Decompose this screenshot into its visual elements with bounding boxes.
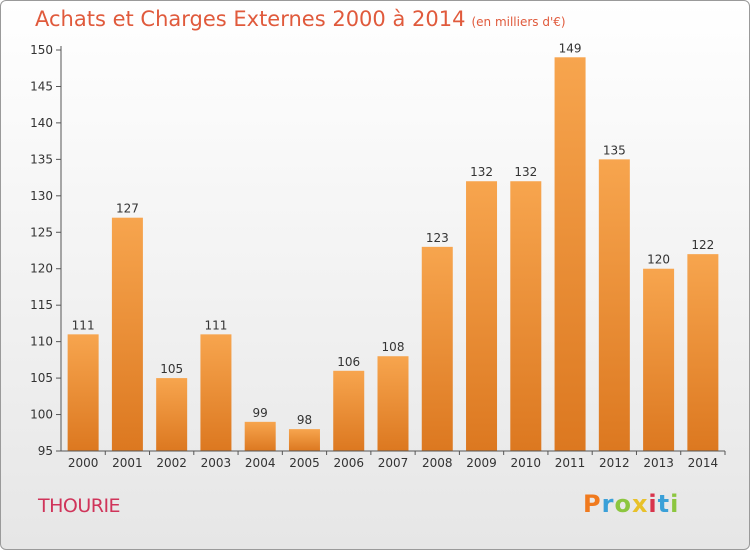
- bar-value-label: 98: [297, 413, 312, 427]
- y-tick-label: 150: [30, 43, 53, 57]
- bar-2012: [598, 159, 630, 451]
- bar-labels: 111 127 105 111 99 98 106 108 123 132 132 149 135 120…: [72, 41, 715, 427]
- bar-2007: [377, 356, 409, 451]
- bar-value-label: 127: [116, 202, 139, 216]
- bar-2011: [554, 57, 586, 452]
- bar-2004: [244, 421, 276, 451]
- y-tick-label: 110: [30, 335, 53, 349]
- y-axis: 95 100 105 110 115 120 125 130 135 140 145 150: [30, 43, 62, 458]
- x-tick-label: 2004: [245, 456, 276, 470]
- y-tick-label: 95: [38, 444, 53, 458]
- commune-name: THOURIE: [38, 495, 121, 517]
- bar-2003: [200, 334, 232, 451]
- x-tick-label: 2012: [599, 456, 630, 470]
- bar-value-label: 132: [470, 165, 493, 179]
- y-tick-label: 100: [30, 408, 53, 422]
- bar-value-label: 111: [204, 318, 227, 332]
- y-tick-label: 140: [30, 116, 53, 130]
- bar-value-label: 122: [691, 238, 714, 252]
- y-tick-label: 115: [30, 298, 53, 312]
- proxiti-logo: Proxiti: [583, 490, 680, 518]
- x-tick-label: 2006: [333, 456, 364, 470]
- x-tick-label: 2008: [422, 456, 453, 470]
- bar-2002: [156, 378, 188, 451]
- y-tick-label: 135: [30, 152, 53, 166]
- bar-2000: [67, 334, 99, 451]
- bar-2001: [111, 217, 143, 451]
- bar-value-label: 106: [337, 355, 360, 369]
- bar-2008: [421, 246, 453, 451]
- x-tick-label: 2002: [156, 456, 187, 470]
- chart-subtitle: (en milliers d'€): [471, 15, 566, 29]
- bar-value-label: 120: [647, 253, 670, 267]
- bar-value-label: 132: [514, 165, 537, 179]
- bars: [67, 57, 719, 452]
- chart-title-text: Achats et Charges Externes 2000 à 2014: [35, 7, 466, 31]
- bar-value-label: 135: [603, 143, 626, 157]
- bar-value-label: 123: [426, 231, 449, 245]
- y-tick-label: 120: [30, 262, 53, 276]
- x-tick-label: 2003: [201, 456, 232, 470]
- y-tick-label: 125: [30, 225, 53, 239]
- x-tick-label: 2011: [555, 456, 586, 470]
- x-tick-label: 2013: [643, 456, 674, 470]
- bar-value-label: 108: [382, 340, 405, 354]
- chart-title: Achats et Charges Externes 2000 à 2014 (e…: [35, 7, 566, 31]
- x-tick-label: 2001: [112, 456, 143, 470]
- bar-value-label: 111: [72, 318, 95, 332]
- x-tick-label: 2000: [68, 456, 99, 470]
- y-tick-label: 145: [30, 79, 53, 93]
- bar-2014: [687, 254, 719, 451]
- bar-2005: [288, 429, 320, 451]
- bar-value-label: 149: [559, 41, 582, 55]
- x-tick-label: 2005: [289, 456, 320, 470]
- x-tick-label: 2009: [466, 456, 497, 470]
- bar-value-label: 105: [160, 362, 183, 376]
- bar-2010: [510, 181, 542, 451]
- y-tick-label: 105: [30, 371, 53, 385]
- x-tick-label: 2014: [688, 456, 719, 470]
- y-tick-label: 130: [30, 189, 53, 203]
- bar-value-label: 99: [253, 406, 268, 420]
- x-tick-label: 2010: [511, 456, 542, 470]
- bar-2013: [643, 268, 675, 451]
- x-axis: 2000 2001 2002 2003 2004 2005 2006 2007 2008 2009…: [61, 450, 726, 470]
- x-tick-label: 2007: [378, 456, 409, 470]
- bar-2009: [466, 181, 498, 451]
- bar-2006: [333, 370, 365, 451]
